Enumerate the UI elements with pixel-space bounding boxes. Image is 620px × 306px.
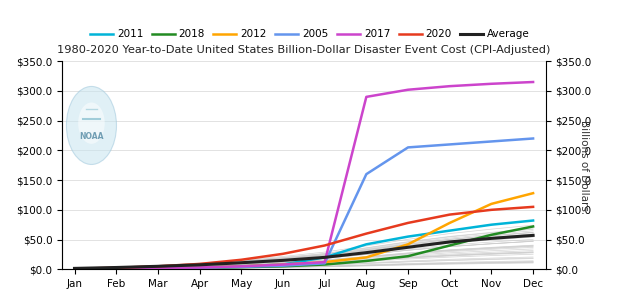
Y-axis label: Billions of Dollars: Billions of Dollars — [579, 120, 589, 211]
Title: 1980-2020 Year-to-Date United States Billion-Dollar Disaster Event Cost (CPI-Adj: 1980-2020 Year-to-Date United States Bil… — [57, 45, 551, 55]
Circle shape — [66, 86, 117, 164]
Circle shape — [78, 103, 105, 144]
Text: NOAA: NOAA — [79, 132, 104, 141]
Legend: 2011, 2018, 2012, 2005, 2017, 2020, Average: 2011, 2018, 2012, 2005, 2017, 2020, Aver… — [86, 25, 534, 43]
